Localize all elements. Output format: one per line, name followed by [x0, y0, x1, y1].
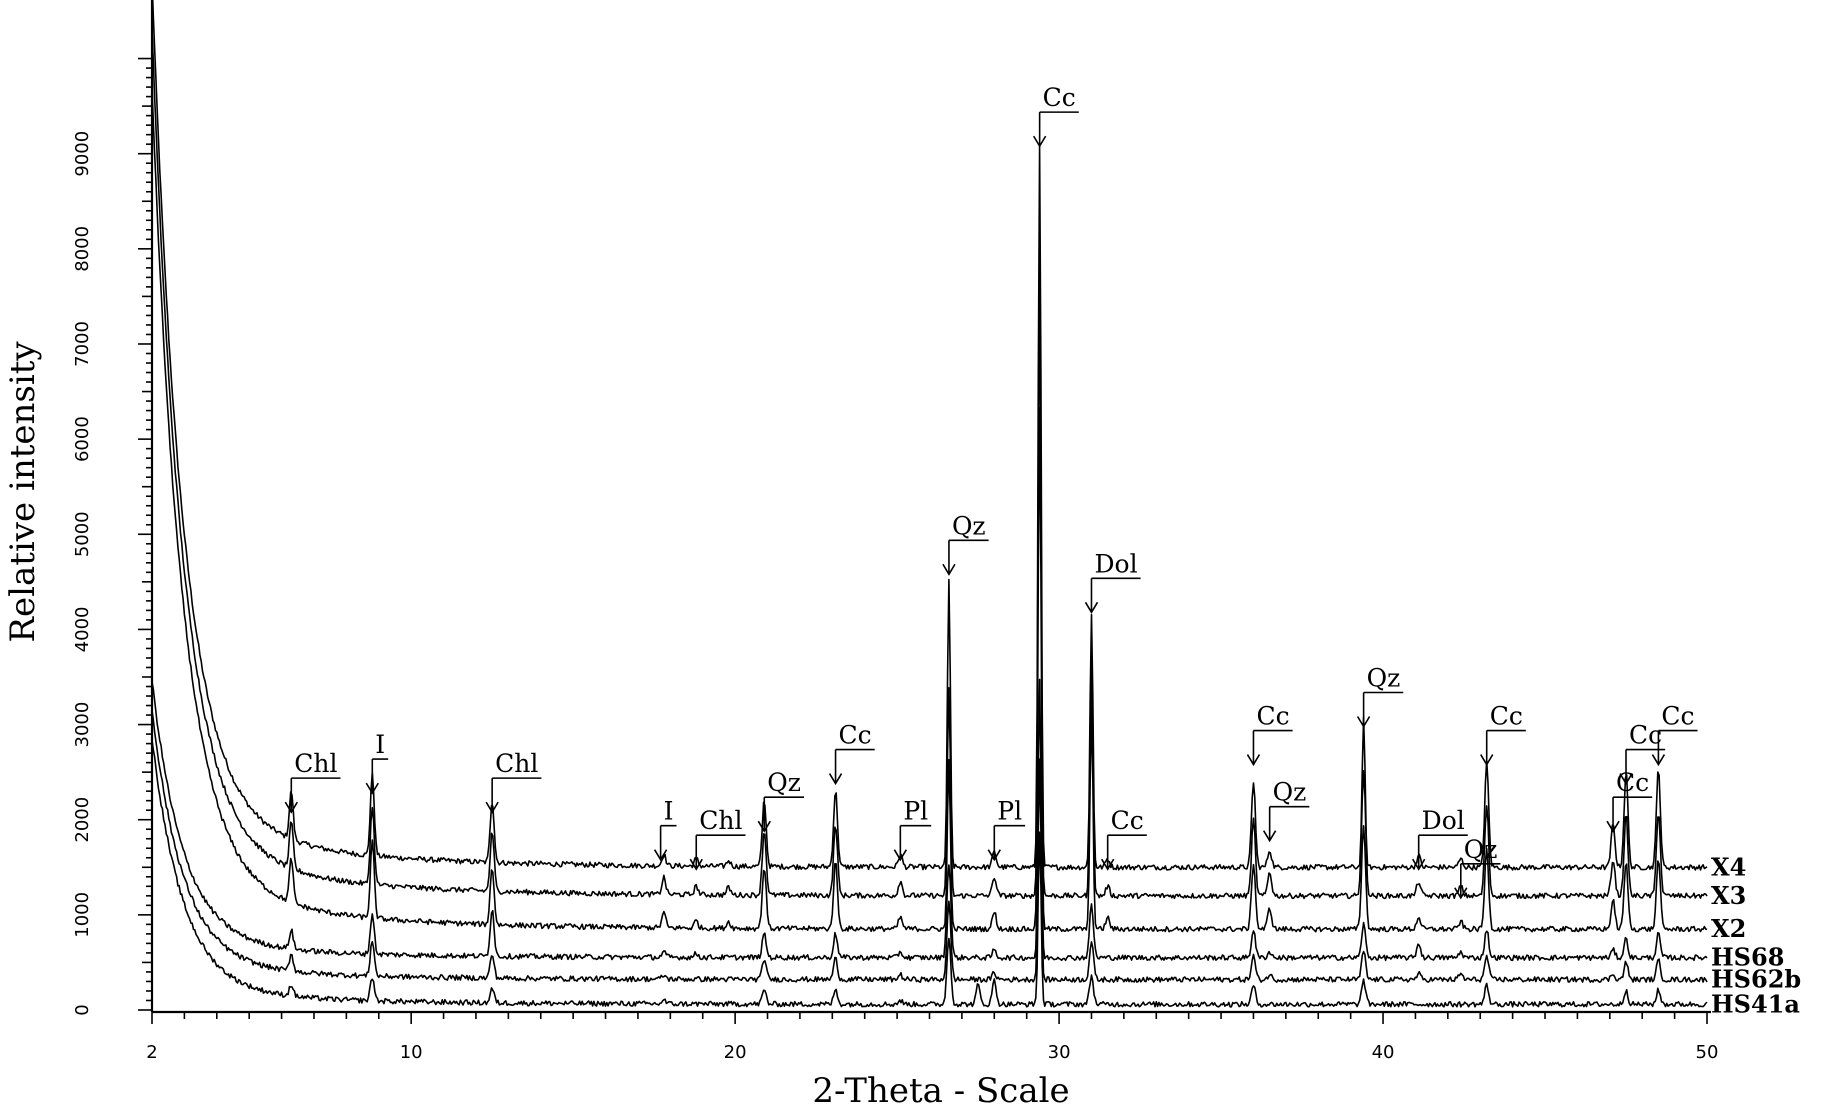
peak-annotation: Dol: [1411, 806, 1468, 871]
series-line-x2: [151, 86, 1708, 933]
peak-annotation: Qz: [1454, 835, 1501, 900]
peak-annotation: Dol: [1084, 549, 1141, 614]
peak-label: Cc: [839, 721, 872, 750]
peak-annotation: Qz: [1262, 778, 1310, 843]
series-line-hs68: [151, 678, 1708, 962]
peak-label: Dol: [1422, 806, 1465, 835]
peak-annotation: Pl: [987, 797, 1026, 862]
y-tick-label: 6000: [72, 416, 93, 462]
y-tick-label: 0: [72, 1004, 93, 1015]
y-tick-label: 7000: [72, 321, 93, 367]
peak-annotation: Cc: [1619, 721, 1666, 786]
tick-layer: 2 10 20 30 40 50 0 1000 2000 3000 4000 5000 6000 7000…: [72, 57, 1719, 1063]
x-axis-title: 2-Theta - Scale: [812, 1071, 1069, 1111]
peak-annotation: Cc: [1480, 702, 1526, 767]
series-label-hs62b: HS62b: [1711, 965, 1801, 994]
peak-label: I: [375, 730, 385, 759]
peak-label: Chl: [495, 749, 538, 778]
y-tick-label: 4000: [72, 607, 93, 653]
x-tick-label: 10: [400, 1042, 423, 1063]
peak-annotation: Chl: [284, 749, 341, 814]
peak-label: Cc: [1629, 721, 1662, 750]
series-label-x2: X2: [1711, 914, 1746, 943]
peak-annotation: Qz: [1356, 664, 1404, 729]
peak-label: Qz: [767, 768, 801, 797]
peak-label: Cc: [1490, 702, 1523, 731]
peak-label: Cc: [1256, 702, 1289, 731]
peak-label: Qz: [1273, 778, 1307, 807]
y-tick-label: 8000: [72, 226, 93, 272]
peak-annotation: Qz: [757, 768, 804, 833]
x-tick-label: 40: [1372, 1042, 1395, 1063]
y-tick-label: 2000: [72, 797, 93, 843]
peak-label: Qz: [1367, 664, 1401, 693]
peak-label: Cc: [1661, 702, 1694, 731]
peak-annotation: Qz: [942, 511, 989, 576]
series-label-x4: X4: [1711, 852, 1746, 881]
peak-label: Cc: [1043, 83, 1076, 112]
y-tick-label: 5000: [72, 511, 93, 557]
x-tick-label: 30: [1048, 1042, 1071, 1063]
peak-label: Qz: [952, 511, 986, 540]
peak-label: Qz: [1464, 835, 1498, 864]
series-label-hs68: HS68: [1711, 943, 1784, 972]
y-axis-title: Relative intensity: [3, 341, 43, 643]
series-line-hs41a: [151, 739, 1708, 1008]
y-tick-label: 9000: [72, 131, 93, 177]
peak-annotation: Cc: [1246, 702, 1293, 767]
series-label-hs41a: HS41a: [1711, 989, 1800, 1018]
peak-annotation: Pl: [893, 797, 932, 862]
peak-annotation: Cc: [1100, 806, 1147, 871]
peak-label: I: [664, 797, 674, 826]
peak-label: Dol: [1094, 549, 1137, 578]
peak-label: Pl: [903, 797, 928, 826]
peak-annotation: Cc: [828, 721, 875, 786]
series-line-x3: [151, 30, 1708, 900]
peak-annotation: I: [653, 797, 677, 862]
peak-annotation: Chl: [485, 749, 542, 814]
x-tick-label: 2: [146, 1042, 157, 1063]
y-tick-label: 3000: [72, 702, 93, 748]
series-line-x4: [151, 0, 1708, 871]
peak-annotation: Cc: [1606, 768, 1653, 833]
peak-label: Cc: [1616, 768, 1649, 797]
peak-label: Chl: [294, 749, 337, 778]
y-tick-label: 1000: [72, 892, 93, 938]
x-tick-label: 20: [724, 1042, 747, 1063]
series-line-hs62b: [151, 710, 1708, 983]
series-label-x3: X3: [1711, 881, 1746, 910]
x-tick-label: 50: [1696, 1042, 1719, 1063]
peak-annotation: Cc: [1651, 702, 1698, 767]
peak-annotation: Chl: [689, 806, 746, 871]
peak-annotation: Cc: [1032, 83, 1079, 148]
peak-label: Cc: [1111, 806, 1144, 835]
peak-label: Pl: [997, 797, 1022, 826]
peak-label: Chl: [699, 806, 742, 835]
peak-annotation: I: [365, 730, 389, 795]
